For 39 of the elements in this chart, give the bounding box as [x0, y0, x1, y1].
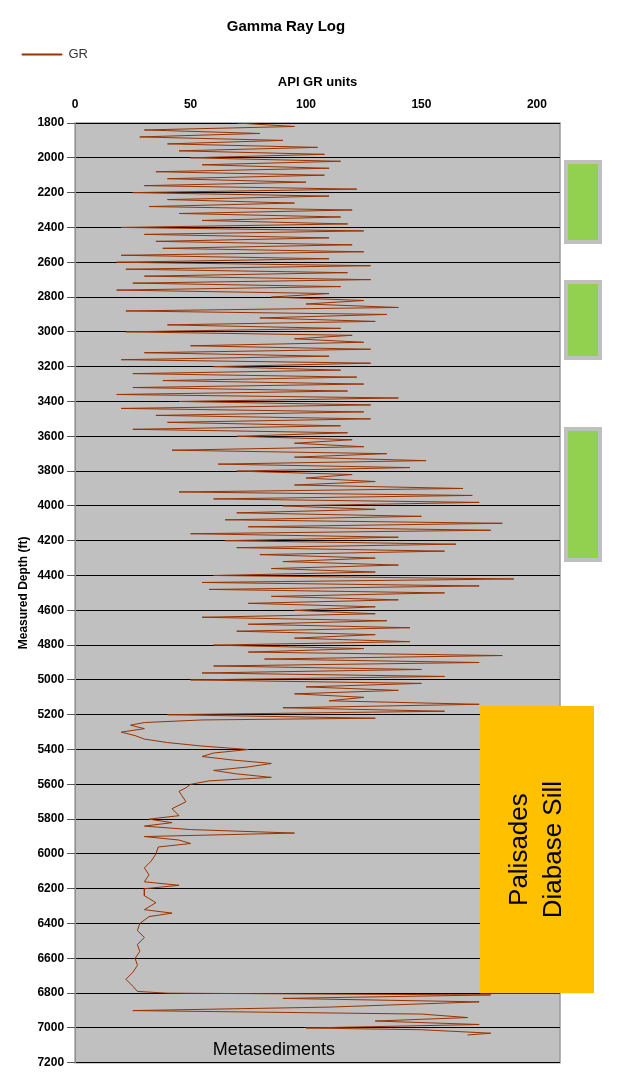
y-tick-label: 2600	[37, 254, 65, 269]
y-tick-label: 1800	[37, 115, 65, 130]
band-label: Palisades Diabase Sill	[503, 780, 568, 919]
y-tick-label: 4400	[37, 567, 65, 582]
y-tick-label: 5800	[37, 811, 65, 826]
y-tick-label: 5000	[37, 672, 65, 687]
y-tick-label: 6000	[37, 846, 65, 861]
y-tick-label: 3200	[37, 358, 65, 373]
x-axis-title: API GR units	[277, 74, 358, 90]
y-tick-label: 4600	[37, 602, 65, 617]
y-tick-label: 4000	[37, 498, 65, 513]
y-tick-label: 6200	[37, 881, 65, 896]
y-tick-label: 3000	[37, 324, 65, 339]
y-tick-label: 7000	[37, 1020, 65, 1035]
y-tick-label: 6800	[37, 985, 65, 1000]
x-tick-label: 50	[183, 97, 198, 112]
y-tick-label: 4200	[37, 533, 65, 547]
x-tick-label: 100	[295, 97, 317, 112]
legend-label: GR	[68, 46, 88, 62]
x-tick-label: 200	[526, 97, 548, 112]
x-tick-label: 150	[411, 97, 432, 112]
x-tick-label: 0	[71, 97, 79, 112]
y-tick-label: 6400	[37, 915, 65, 930]
y-tick-label: 5400	[37, 741, 65, 756]
y-tick-label: 3800	[37, 463, 65, 478]
y-tick-label: 2800	[37, 289, 65, 304]
y-tick-label: 6600	[37, 950, 65, 965]
annotation: Metasediments	[212, 1038, 335, 1059]
y-tick-label: 2000	[37, 150, 65, 165]
y-tick-label: 7200	[37, 1055, 65, 1070]
y-tick-label: 3600	[37, 428, 65, 443]
chart-title: Gamma Ray Log	[226, 17, 346, 35]
y-tick-label: 2200	[37, 184, 65, 199]
y-tick-label: 5600	[37, 776, 65, 791]
y-tick-label: 2400	[37, 219, 65, 234]
y-tick-label: 5200	[37, 707, 65, 722]
y-axis-title: Measured Depth (ft)	[15, 536, 30, 650]
y-tick-label: 3400	[37, 393, 65, 408]
y-tick-label: 4800	[37, 637, 65, 652]
